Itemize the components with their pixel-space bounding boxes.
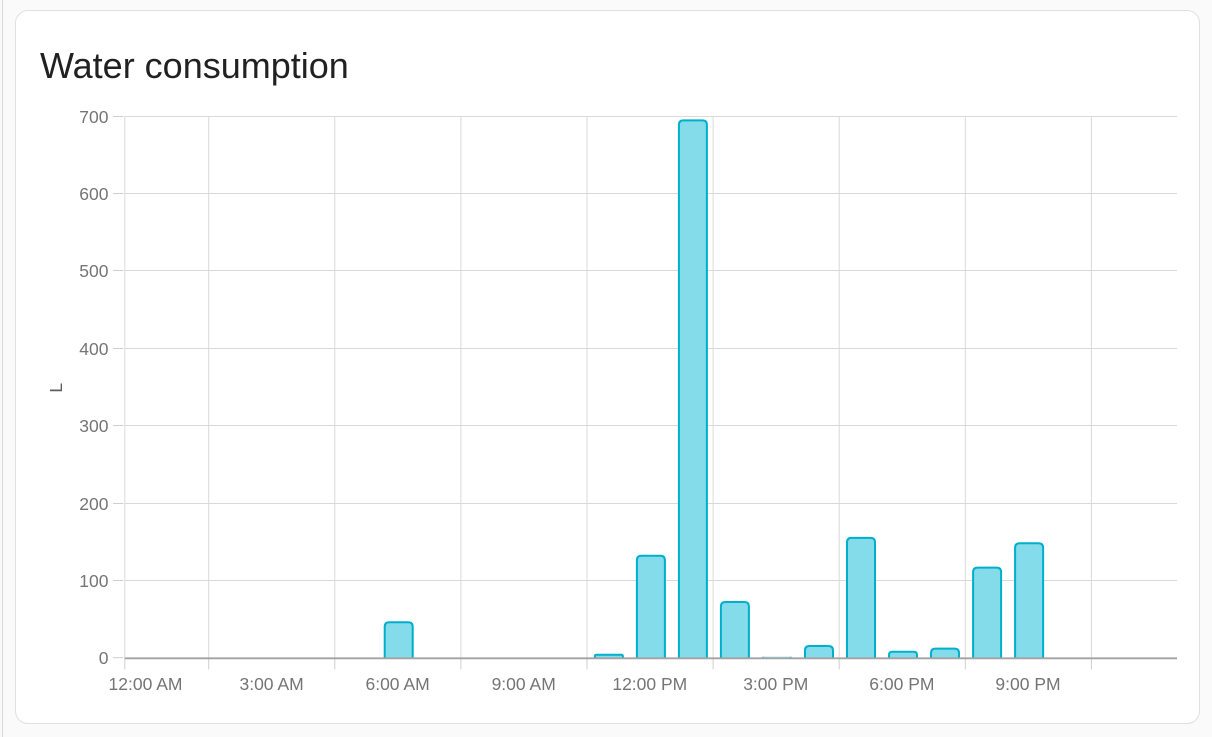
svg-text:6:00 AM: 6:00 AM — [365, 674, 429, 694]
svg-text:400: 400 — [79, 339, 108, 359]
svg-text:12:00 PM: 12:00 PM — [612, 674, 687, 694]
svg-text:700: 700 — [79, 107, 108, 127]
svg-text:100: 100 — [79, 571, 108, 591]
svg-text:500: 500 — [79, 261, 108, 281]
svg-text:3:00 PM: 3:00 PM — [743, 674, 808, 694]
svg-text:600: 600 — [79, 184, 108, 204]
svg-text:200: 200 — [79, 494, 108, 514]
svg-text:L: L — [46, 383, 66, 393]
svg-text:6:00 PM: 6:00 PM — [869, 674, 934, 694]
svg-text:300: 300 — [79, 416, 108, 436]
svg-text:3:00 AM: 3:00 AM — [239, 674, 303, 694]
svg-text:9:00 AM: 9:00 AM — [492, 674, 556, 694]
svg-text:9:00 PM: 9:00 PM — [995, 674, 1060, 694]
svg-text:12:00 AM: 12:00 AM — [109, 674, 183, 694]
svg-text:0: 0 — [99, 648, 109, 668]
